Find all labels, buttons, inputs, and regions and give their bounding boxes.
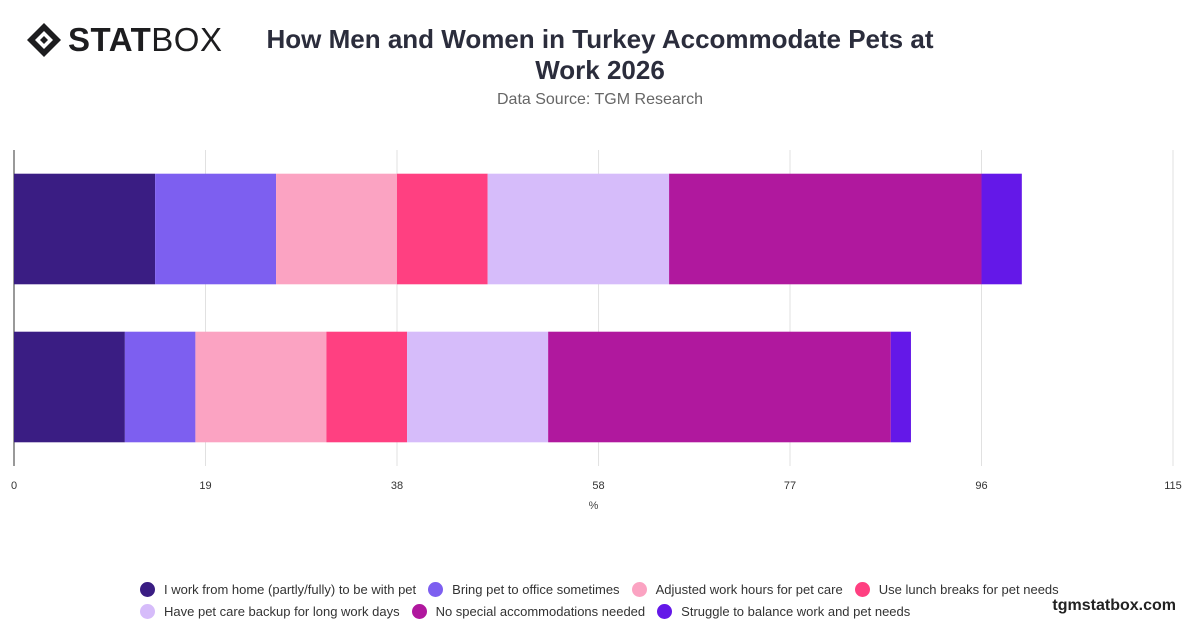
x-tick-label: 96 bbox=[975, 480, 987, 492]
legend-item: No special accommodations needed bbox=[411, 602, 646, 620]
bar-segment bbox=[155, 173, 277, 285]
chart-title: How Men and Women in Turkey Accommodate … bbox=[266, 24, 934, 85]
legend-swatch bbox=[140, 603, 155, 619]
legend-label: Adjusted work hours for pet care bbox=[655, 581, 843, 597]
chart-legend: I work from home (partly/fully) to be wi… bbox=[140, 580, 1080, 620]
legend-swatch bbox=[140, 581, 155, 597]
legend-item: Use lunch breaks for pet needs bbox=[854, 580, 1059, 598]
legend-item: Struggle to balance work and pet needs bbox=[657, 602, 910, 620]
legend-item: Adjusted work hours for pet care bbox=[631, 580, 843, 598]
legend-item: Have pet care backup for long work days bbox=[140, 602, 400, 620]
bar-segment bbox=[14, 331, 125, 443]
legend-swatch bbox=[428, 581, 444, 597]
bar-segment bbox=[669, 173, 982, 285]
chart-subtitle: Data Source: TGM Research bbox=[496, 91, 703, 108]
x-tick-label: 58 bbox=[592, 480, 604, 492]
watermark: tgmstatbox.com bbox=[1052, 597, 1176, 614]
legend-label: Have pet care backup for long work days bbox=[164, 603, 400, 619]
legend-label: Struggle to balance work and pet needs bbox=[681, 603, 911, 619]
x-axis-label: % bbox=[589, 500, 599, 512]
bar-segment bbox=[981, 173, 1022, 285]
diamond-logo-icon bbox=[27, 23, 61, 57]
bar-segment bbox=[890, 331, 911, 443]
logo-wordmark: STATBOX bbox=[68, 21, 223, 58]
stacked-bar-chart: 0 19 38 58 77 96 115% bbox=[11, 150, 1182, 512]
bar-segment bbox=[124, 331, 196, 443]
legend-label: I work from home (partly/fully) to be wi… bbox=[164, 581, 417, 597]
statbox-logo: STATBOX bbox=[26, 22, 222, 58]
bar-segment bbox=[487, 173, 670, 285]
legend-label: Use lunch breaks for pet needs bbox=[878, 581, 1059, 597]
x-tick-label: 0 bbox=[11, 480, 17, 492]
bar-segment bbox=[407, 331, 549, 443]
legend-swatch bbox=[631, 581, 647, 597]
legend-swatch bbox=[854, 581, 870, 597]
bar-segment bbox=[326, 331, 408, 443]
legend-label: No special accommodations needed bbox=[435, 603, 646, 619]
legend-swatch bbox=[411, 603, 427, 619]
x-tick-label: 77 bbox=[784, 480, 796, 492]
bar-segment bbox=[548, 331, 891, 443]
legend-label: Bring pet to office sometimes bbox=[452, 581, 620, 597]
legend-item: I work from home (partly/fully) to be wi… bbox=[140, 580, 416, 598]
x-tick-label: 19 bbox=[199, 480, 211, 492]
x-tick-label: 38 bbox=[391, 480, 403, 492]
legend-swatch bbox=[657, 603, 673, 619]
legend-item: Bring pet to office sometimes bbox=[428, 580, 620, 598]
x-tick-label: 115 bbox=[1164, 480, 1182, 492]
bar-segment bbox=[14, 173, 156, 285]
bar-segment bbox=[396, 173, 488, 285]
bar-segment bbox=[195, 331, 327, 443]
bar-segment bbox=[276, 173, 397, 285]
